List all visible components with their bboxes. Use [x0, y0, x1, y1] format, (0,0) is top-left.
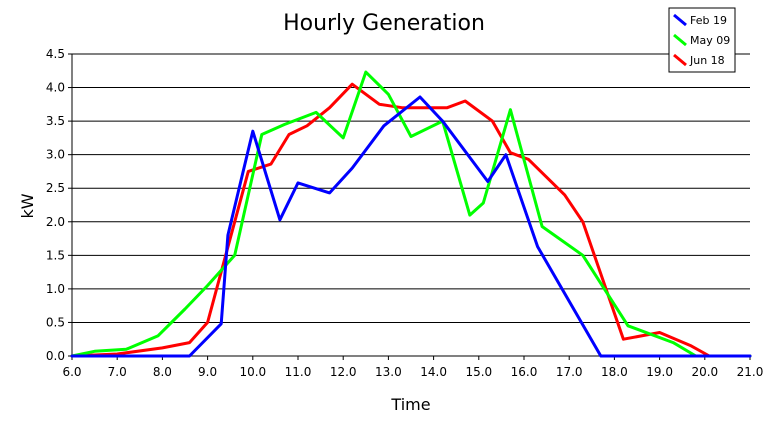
legend-label: May 09 [690, 34, 730, 47]
legend: Feb 19 May 09 Jun 18 [668, 7, 736, 73]
y-tick-label: 1.5 [46, 248, 65, 262]
axes: 0.0 0.5 1.0 1.5 2.0 2.5 3.0 3.5 4.0 4.5 6.0 7.0 8.0 9… [46, 47, 763, 379]
x-tick-label: 12.0 [330, 365, 357, 379]
x-tick-label: 9.0 [198, 365, 217, 379]
y-tick-label: 4.5 [46, 47, 65, 61]
y-tick-label: 2.5 [46, 181, 65, 195]
series-line-may-09 [70, 70, 752, 358]
y-tick-label: 2.0 [46, 215, 65, 229]
x-tick-label: 15.0 [465, 365, 492, 379]
legend-swatch [673, 33, 687, 47]
x-tick-label: 13.0 [375, 365, 402, 379]
x-tick-label: 16.0 [511, 365, 538, 379]
x-tick-label: 6.0 [62, 365, 81, 379]
x-tick-label: 17.0 [556, 365, 583, 379]
x-tick-label: 19.0 [646, 365, 673, 379]
y-axis-label: kW [18, 193, 37, 218]
chart-title: Hourly Generation [283, 11, 485, 36]
legend-swatch [673, 53, 687, 67]
x-axis-label: Time [390, 395, 430, 414]
x-tick-label: 14.0 [420, 365, 447, 379]
legend-label: Jun 18 [689, 54, 725, 67]
y-tick-label: 4.0 [46, 81, 65, 95]
x-tick-label: 7.0 [108, 365, 127, 379]
y-tick-label: 0.5 [46, 315, 65, 329]
x-tick-label: 10.0 [239, 365, 266, 379]
x-tick-label: 20.0 [691, 365, 718, 379]
y-tick-label: 3.5 [46, 114, 65, 128]
series-lines [70, 70, 752, 358]
x-tick-label: 8.0 [153, 365, 172, 379]
series-line-jun-18 [70, 82, 752, 358]
y-tick-label: 3.0 [46, 148, 65, 162]
y-tick-label: 1.0 [46, 282, 65, 296]
grid [72, 53, 750, 323]
series-line-feb-19 [70, 95, 752, 358]
x-tick-label: 21.0 [737, 365, 764, 379]
legend-label: Feb 19 [690, 14, 727, 27]
x-tick-label: 18.0 [601, 365, 628, 379]
x-tick-label: 11.0 [285, 365, 312, 379]
y-tick-label: 0.0 [46, 349, 65, 363]
legend-swatch [673, 13, 687, 27]
